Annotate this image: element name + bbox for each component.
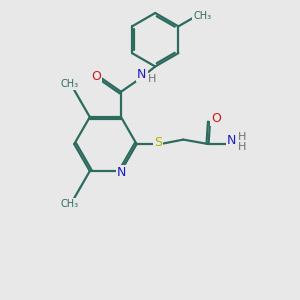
Text: H: H xyxy=(238,142,246,152)
Text: CH₃: CH₃ xyxy=(193,11,211,21)
Text: O: O xyxy=(92,70,101,83)
Text: H: H xyxy=(238,132,246,142)
Text: CH₃: CH₃ xyxy=(61,199,79,209)
Text: S: S xyxy=(154,136,162,149)
Text: H: H xyxy=(147,74,156,84)
Text: N: N xyxy=(137,68,146,81)
Text: O: O xyxy=(211,112,221,125)
Text: CH₃: CH₃ xyxy=(61,80,79,89)
Text: N: N xyxy=(117,167,127,179)
Text: N: N xyxy=(227,134,236,147)
